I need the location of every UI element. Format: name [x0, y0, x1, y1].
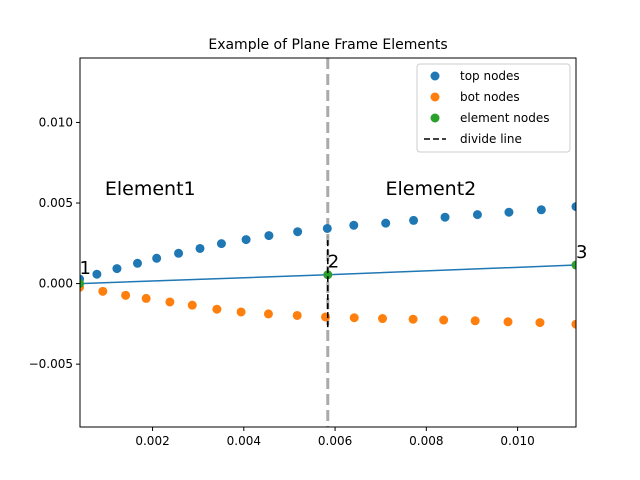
- element-nodes-point: [571, 260, 576, 270]
- bot-nodes-point: [535, 318, 545, 328]
- y-axis: −0.005 0.000 0.005 0.010: [29, 115, 80, 371]
- legend-swatch: [430, 113, 440, 123]
- top-nodes-point: [409, 215, 419, 225]
- legend-label: top nodes: [460, 69, 520, 83]
- y-tick-label: 0.010: [39, 115, 73, 129]
- bot-nodes-point: [121, 290, 131, 300]
- x-tick-label: 0.002: [135, 434, 169, 448]
- bot-nodes-point: [141, 293, 151, 303]
- x-tick-label: 0.010: [500, 434, 534, 448]
- bot-nodes-point: [439, 315, 449, 325]
- annotations: 1 2 3 Element1 Element2: [80, 178, 588, 279]
- bot-nodes-point: [378, 314, 388, 324]
- bot-nodes-point: [349, 313, 359, 323]
- top-nodes-point: [504, 207, 514, 217]
- top-nodes-point: [132, 258, 142, 268]
- legend-label: element nodes: [460, 111, 550, 125]
- top-nodes-point: [152, 253, 162, 263]
- top-nodes-point: [349, 220, 359, 230]
- top-nodes-point: [293, 227, 303, 237]
- bot-nodes-point: [236, 307, 246, 317]
- top-nodes-point: [571, 202, 576, 212]
- bot-nodes-point: [292, 310, 302, 320]
- bot-nodes-point: [187, 300, 197, 310]
- legend-box: [416, 63, 571, 153]
- element-nodes-point: [80, 279, 85, 289]
- node-number-label: 2: [328, 251, 339, 272]
- top-nodes-point: [322, 223, 332, 233]
- x-tick-label: 0.006: [318, 434, 352, 448]
- legend-swatch: [430, 92, 440, 102]
- node-number-label: 3: [576, 242, 587, 263]
- bot-nodes-point: [408, 314, 418, 324]
- top-nodes-point: [536, 205, 546, 215]
- top-nodes-point: [195, 243, 205, 253]
- bot-nodes-point: [503, 317, 513, 327]
- legend-label: bot nodes: [460, 90, 520, 104]
- top-nodes-point: [264, 231, 274, 241]
- legend: top nodes bot nodes element nodes divide li…: [416, 63, 571, 153]
- plot-area: [80, 58, 576, 427]
- bot-nodes-point: [320, 312, 330, 322]
- top-nodes-point: [440, 212, 450, 222]
- top-nodes-point: [92, 269, 102, 279]
- x-tick-label: 0.008: [409, 434, 443, 448]
- chart-title: Example of Plane Frame Elements: [208, 37, 447, 53]
- top-nodes-point: [241, 235, 251, 245]
- element-nodes-point: [323, 270, 333, 280]
- y-tick-label: 0.000: [39, 277, 73, 291]
- element-label: Element1: [105, 178, 196, 200]
- top-nodes-point: [216, 239, 226, 249]
- bot-nodes-point: [98, 286, 108, 296]
- plot-frame: [79, 57, 577, 428]
- bot-nodes-point: [212, 304, 222, 314]
- bot-nodes-point: [263, 309, 273, 319]
- top-nodes-point: [112, 264, 122, 274]
- bot-nodes-point: [470, 316, 480, 326]
- y-tick-label: −0.005: [29, 357, 73, 371]
- bot-nodes-point: [165, 297, 175, 307]
- top-nodes-point: [472, 210, 482, 220]
- legend-label: divide line: [460, 132, 522, 146]
- element-label: Element2: [386, 178, 477, 200]
- y-tick-label: 0.005: [39, 196, 73, 210]
- x-axis: 0.002 0.004 0.006 0.008 0.010: [135, 427, 535, 448]
- node-number-label: 1: [80, 258, 91, 279]
- bot-nodes-point: [571, 319, 576, 329]
- x-tick-label: 0.004: [227, 434, 261, 448]
- top-nodes-point: [174, 248, 184, 258]
- top-nodes-point: [381, 218, 391, 228]
- legend-swatch: [430, 71, 440, 81]
